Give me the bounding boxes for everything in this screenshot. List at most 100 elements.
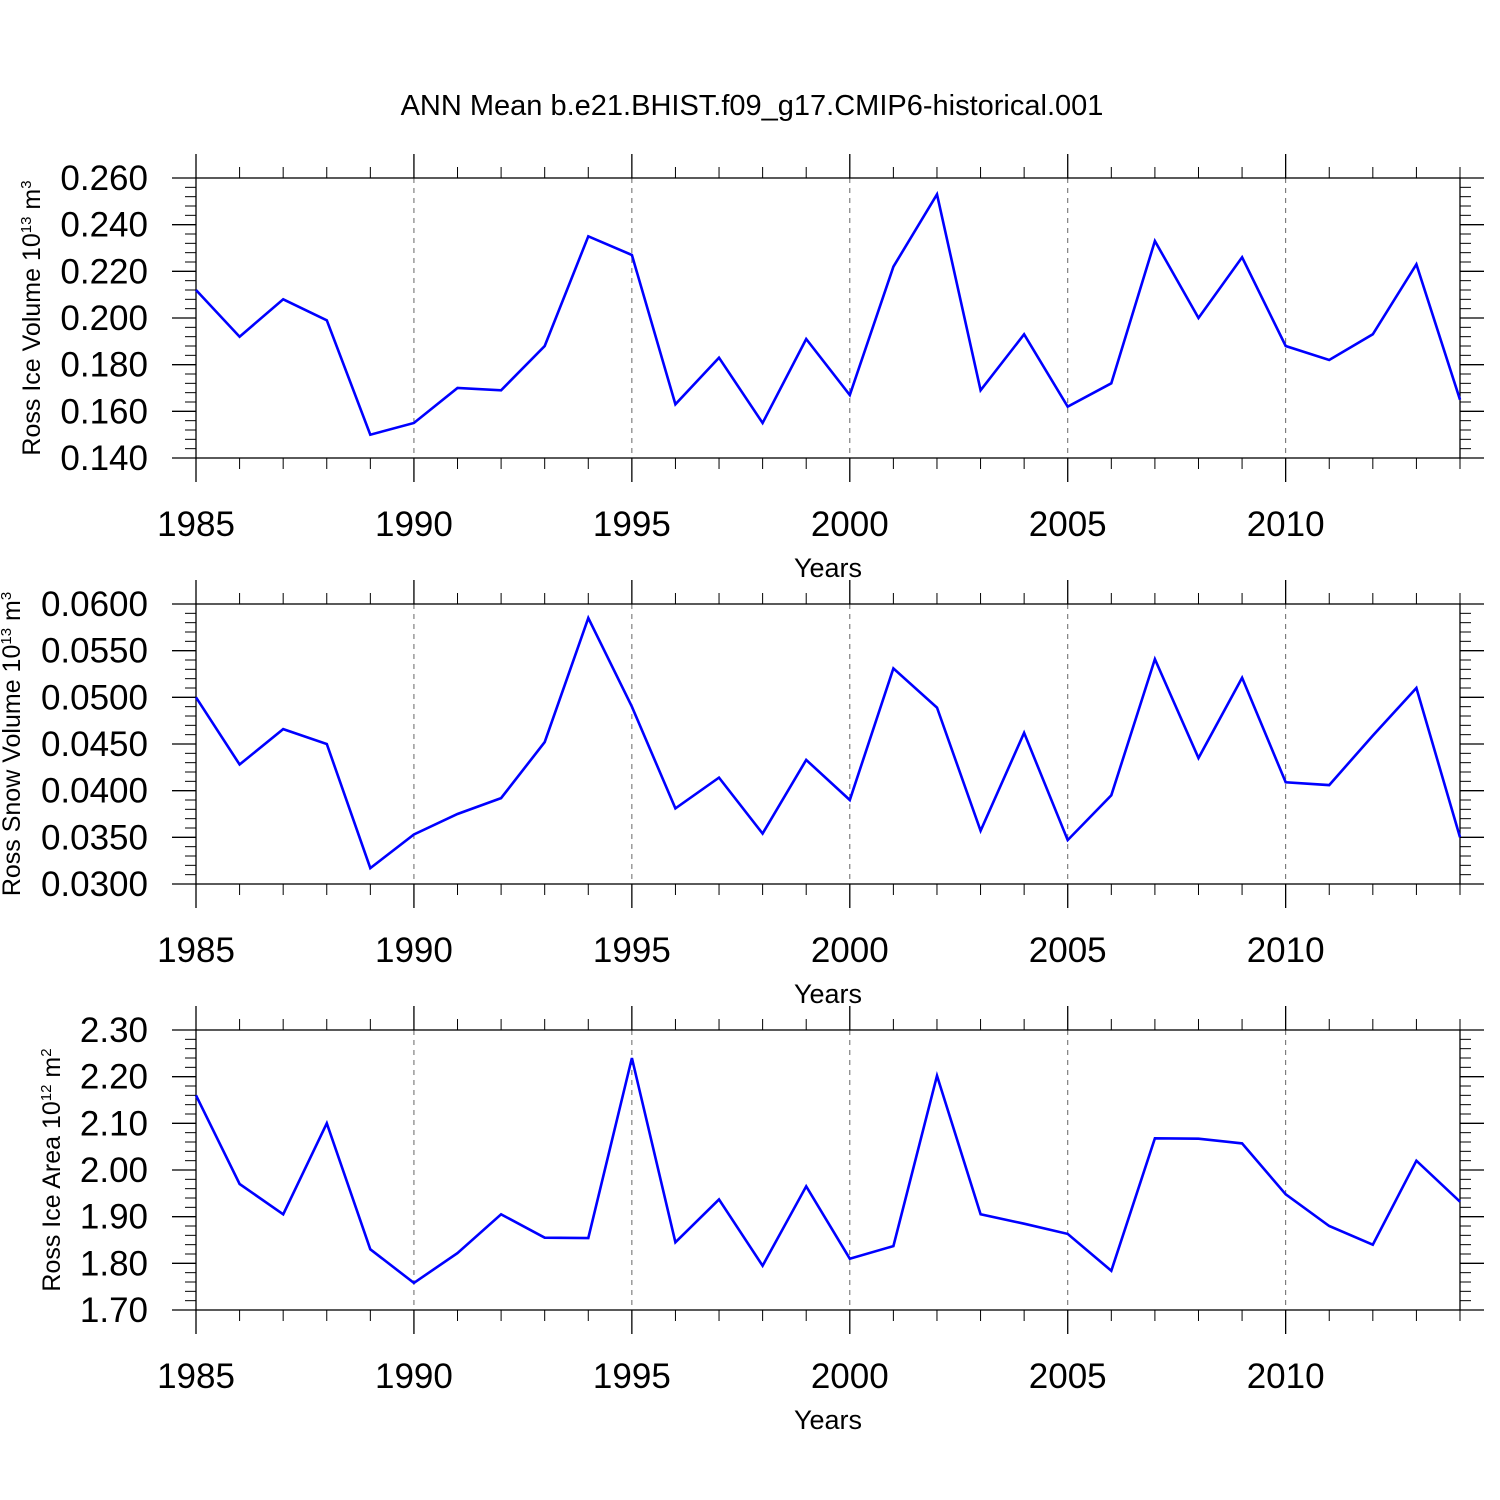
- panel-1-series-line: [195, 190, 1462, 437]
- panel-3-x-tick-label: 1995: [593, 1357, 671, 1396]
- panel-3-data-point: [281, 1212, 285, 1216]
- panel-1-data-point: [1284, 344, 1288, 348]
- panel-3-x-axis-label: Years: [794, 1405, 862, 1435]
- panel-2-x-axis-label: Years: [794, 979, 862, 1009]
- panel-1-data-point: [848, 393, 852, 397]
- panel-3-data-point: [630, 1056, 634, 1060]
- panel-3-data-point: [456, 1251, 460, 1255]
- panel-3-data-point: [1284, 1192, 1288, 1196]
- panel-1-y-axis-label: Ross Ice Volume 1013 m3: [18, 180, 46, 455]
- panel-1-data-point: [673, 402, 677, 406]
- panel-3-data-point: [1327, 1224, 1331, 1228]
- panel-2-y-tick-label: 0.0450: [41, 725, 148, 764]
- panel-2-data-point: [194, 695, 198, 699]
- panel-3-y-tick-label: 1.90: [80, 1198, 148, 1237]
- panel-2-x-tick-label: 1985: [157, 931, 235, 970]
- panel-1-x-tick-label: 1995: [593, 505, 671, 544]
- panel-3-data-point: [1066, 1232, 1070, 1236]
- panel-1-y-axis-label-part: Ross Ice Volume 10: [18, 233, 46, 455]
- panel-3-data-point: [1371, 1243, 1375, 1247]
- panel-3-y-axis-label-part: 12: [38, 1085, 55, 1102]
- panel-1-data-point: [1327, 358, 1331, 362]
- panel-2-data-point: [586, 616, 590, 620]
- panel-1-x-tick-label: 1985: [157, 505, 235, 544]
- panel-1-y-tick-label: 0.260: [60, 159, 148, 198]
- panel-1-data-point: [281, 297, 285, 301]
- panel-2-data-point: [673, 806, 677, 810]
- panel-1-data-point: [1414, 262, 1418, 266]
- panel-3-y-tick-label: 2.30: [80, 1011, 148, 1050]
- panel-3-data-point: [804, 1184, 808, 1188]
- panel-1-frame: [195, 177, 1461, 459]
- panel-1-data-point: [1458, 398, 1462, 402]
- panel-2-x-tick-label: 2005: [1029, 931, 1107, 970]
- panel-3-y-axis-label-part: Ross Ice Area 10: [38, 1101, 66, 1291]
- panel-2-series-line: [194, 614, 1462, 871]
- panel-1-y-tick-label: 0.220: [60, 252, 148, 291]
- panel-3-data-point: [238, 1182, 242, 1186]
- panel-2-data-point: [281, 727, 285, 731]
- panel-2-x-tick-label: 1995: [593, 931, 671, 970]
- panel-2-data-point: [1153, 657, 1157, 661]
- panel-2-data-point: [935, 706, 939, 710]
- panel-3-data-point: [325, 1121, 329, 1125]
- panel-2-x-tick-label: 2000: [811, 931, 889, 970]
- panel-1-data-point: [630, 253, 634, 257]
- panel-2-data-point: [630, 705, 634, 709]
- panel-2-data-point: [543, 740, 547, 744]
- panel-1-x-tick-label: 2000: [811, 505, 889, 544]
- panel-2-data-point: [412, 833, 416, 837]
- panel-1-y-tick-label: 0.180: [60, 346, 148, 385]
- panel-2-data-point: [848, 798, 852, 802]
- panel-3-x-tick-label: 2005: [1029, 1357, 1107, 1396]
- panels: 1985 1990 1995 2000 2005 2010 0.140 0.160 0.180 0…: [0, 154, 1484, 1435]
- panel-1-x-tick-label: 2005: [1029, 505, 1107, 544]
- panel-2-y-tick-label: 0.0400: [41, 772, 148, 811]
- panel-3-y-tick-label: 2.20: [80, 1058, 148, 1097]
- panel-3-y-axis-label: Ross Ice Area 1012 m2: [38, 1048, 66, 1291]
- panel-1-data-point: [238, 335, 242, 339]
- panel-2-data-point: [1327, 783, 1331, 787]
- panel-3-data-point: [891, 1244, 895, 1248]
- panel-2-data-point: [891, 666, 895, 670]
- figure-title: ANN Mean b.e21.BHIST.f09_g17.CMIP6-histo…: [401, 90, 1104, 122]
- panel-2-data-point: [368, 866, 372, 870]
- panel-2-data-point: [325, 742, 329, 746]
- panel-3-data-point: [1196, 1137, 1200, 1141]
- panel-2-y-axis-label-part: 13: [0, 628, 15, 645]
- panel-1-x-axis-label: Years: [794, 553, 862, 583]
- panel-3-data-point: [1240, 1141, 1244, 1145]
- panel-3-y-tick-label: 1.80: [80, 1244, 148, 1283]
- panel-2-data-point: [1284, 780, 1288, 784]
- panel-1-data-point: [804, 337, 808, 341]
- panel-1: 1985 1990 1995 2000 2005 2010 0.140 0.160 0.180 0…: [18, 154, 1484, 583]
- panel-3-data-point: [194, 1093, 198, 1097]
- panel-2-y-axis-label: Ross Snow Volume 1013 m3: [0, 592, 26, 896]
- panel-1-data-point: [543, 344, 547, 348]
- panel-3-data-point: [761, 1264, 765, 1268]
- panel-2-data-point: [1458, 835, 1462, 839]
- panel-3-data-point: [586, 1236, 590, 1240]
- panel-1-y-tick-label: 0.140: [60, 439, 148, 478]
- panel-3-data-point: [368, 1247, 372, 1251]
- panel-2-data-point: [1022, 731, 1026, 735]
- panel-3-data-point: [673, 1240, 677, 1244]
- panel-3-y-tick-label: 1.70: [80, 1291, 148, 1330]
- panel-2-data-point: [761, 832, 765, 836]
- panel-2-data-point: [717, 776, 721, 780]
- panel-1-data-point: [412, 421, 416, 425]
- panel-3-x-tick-label: 2000: [811, 1357, 889, 1396]
- panel-2-y-tick-label: 0.0300: [41, 865, 148, 904]
- panel-1-data-point: [1196, 316, 1200, 320]
- panel-2-data-point: [1066, 838, 1070, 842]
- panel-3-data-point: [1153, 1136, 1157, 1140]
- panel-3-x-tick-label: 1985: [157, 1357, 235, 1396]
- panel-2-y-tick-label: 0.0500: [41, 678, 148, 717]
- panel-2-data-point: [1109, 793, 1113, 797]
- panel-1-data-point: [1371, 332, 1375, 336]
- panel-2-y-axis-label-part: 3: [0, 592, 15, 600]
- panel-2-y-axis-label-part: Ross Snow Volume 10: [0, 645, 26, 897]
- panel-2-data-point: [456, 812, 460, 816]
- panel-3-x-tick-label: 1990: [375, 1357, 453, 1396]
